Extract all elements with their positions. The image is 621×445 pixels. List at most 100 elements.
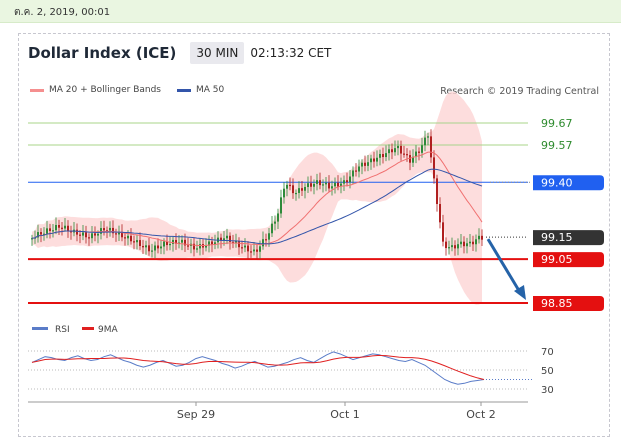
legend-ma20: MA 20 + Bollinger Bands bbox=[30, 85, 161, 95]
candle-body bbox=[448, 247, 450, 249]
candle-body bbox=[304, 186, 306, 191]
candle-body bbox=[364, 162, 366, 166]
candle-body bbox=[430, 136, 432, 158]
candle-body bbox=[91, 233, 93, 239]
candle-body bbox=[241, 247, 243, 249]
timestamp: 02:13:32 CET bbox=[250, 46, 332, 60]
candle-body bbox=[328, 182, 330, 189]
bollinger-band bbox=[32, 91, 482, 305]
candle-body bbox=[184, 239, 186, 246]
instrument-title: Dollar Index (ICE) bbox=[28, 44, 177, 62]
candle-body bbox=[337, 182, 339, 187]
candle-body bbox=[208, 241, 210, 246]
candle-body bbox=[283, 188, 285, 198]
rsi-tick-50: 50 bbox=[541, 366, 554, 377]
candle-body bbox=[379, 153, 381, 158]
candle-body bbox=[370, 158, 372, 163]
candle-body bbox=[250, 251, 252, 253]
candle-body bbox=[325, 182, 327, 185]
candle-body bbox=[109, 227, 111, 231]
candle-body bbox=[412, 156, 414, 163]
candle-body bbox=[262, 239, 264, 247]
legend-ma50-label: MA 50 bbox=[196, 85, 225, 95]
candle-body bbox=[40, 232, 42, 235]
candle-body bbox=[64, 225, 66, 229]
x-tick-label: Sep 29 bbox=[177, 408, 215, 421]
candle-body bbox=[361, 162, 363, 167]
candle-body bbox=[235, 241, 237, 243]
candle-body bbox=[355, 170, 357, 172]
candle-body bbox=[472, 241, 474, 245]
candle-body bbox=[106, 230, 108, 232]
candle-body bbox=[139, 240, 141, 246]
candle-body bbox=[133, 241, 135, 243]
candle-body bbox=[31, 238, 33, 240]
candle-body bbox=[346, 180, 348, 183]
candle-body bbox=[166, 241, 168, 246]
candle-body bbox=[295, 192, 297, 195]
candle-body bbox=[205, 245, 207, 248]
candle-body bbox=[157, 245, 159, 249]
ma20-swatch bbox=[30, 88, 44, 92]
target-arrow-shaft bbox=[486, 238, 523, 295]
candle-body bbox=[310, 183, 312, 187]
candle-body bbox=[52, 230, 54, 232]
candle-body bbox=[130, 235, 132, 242]
candle-body bbox=[436, 178, 438, 205]
candle-body bbox=[94, 233, 96, 236]
candle-body bbox=[70, 230, 72, 233]
candle-body bbox=[169, 243, 171, 246]
candle-body bbox=[451, 245, 453, 248]
candle-body bbox=[88, 237, 90, 239]
level-tag-98-85 bbox=[533, 296, 604, 311]
candle-body bbox=[334, 182, 336, 187]
candle-body bbox=[478, 235, 480, 240]
level-label-99-05: 99.05 bbox=[541, 253, 573, 266]
candle-body bbox=[322, 184, 324, 186]
level-label-99-57: 99.57 bbox=[541, 139, 573, 152]
candle-body bbox=[406, 154, 408, 156]
candle-body bbox=[367, 162, 369, 166]
level-tag-99-15 bbox=[533, 230, 604, 246]
ma20-line bbox=[31, 151, 483, 247]
candle-body bbox=[244, 245, 246, 248]
candle-body bbox=[253, 249, 255, 252]
candle-body bbox=[445, 241, 447, 249]
candle-body bbox=[274, 221, 276, 224]
candle-body bbox=[442, 222, 444, 242]
target-arrow-head bbox=[514, 285, 526, 300]
candle-body bbox=[340, 183, 342, 187]
rsi-tick-30: 30 bbox=[541, 385, 554, 396]
candle-body bbox=[265, 239, 267, 241]
candle-body bbox=[58, 225, 60, 228]
candle-body bbox=[397, 145, 399, 149]
candle-body bbox=[154, 245, 156, 251]
candle-body bbox=[343, 180, 345, 184]
candle-body bbox=[247, 245, 249, 252]
candle-body bbox=[79, 234, 81, 236]
candle-body bbox=[466, 243, 468, 247]
candle-body bbox=[286, 184, 288, 189]
candle-body bbox=[85, 232, 87, 238]
level-tag-99-40 bbox=[533, 175, 604, 191]
candle-body bbox=[43, 233, 45, 235]
candle-body bbox=[46, 228, 48, 234]
rsi-ma-legend-label: 9MA bbox=[98, 325, 118, 335]
candle-body bbox=[49, 228, 51, 231]
candle-body bbox=[145, 245, 147, 248]
rsi-tick-70: 70 bbox=[541, 347, 554, 358]
candle-body bbox=[61, 227, 63, 229]
level-label-99-67: 99.67 bbox=[541, 117, 573, 130]
rsi-legend-swatch bbox=[32, 327, 48, 330]
ma50-swatch bbox=[177, 88, 191, 92]
level-label-99-40: 99.40 bbox=[541, 176, 573, 189]
candle-body bbox=[103, 228, 105, 231]
rsi-ma-line bbox=[31, 354, 485, 380]
candle-body bbox=[421, 145, 423, 153]
candle-body bbox=[481, 235, 483, 240]
timeframe-badge[interactable]: 30 MIN bbox=[190, 42, 245, 64]
candle-body bbox=[115, 233, 117, 235]
chart-header: Dollar Index (ICE) 30 MIN 02:13:32 CET bbox=[28, 41, 331, 65]
candle-body bbox=[277, 213, 279, 222]
